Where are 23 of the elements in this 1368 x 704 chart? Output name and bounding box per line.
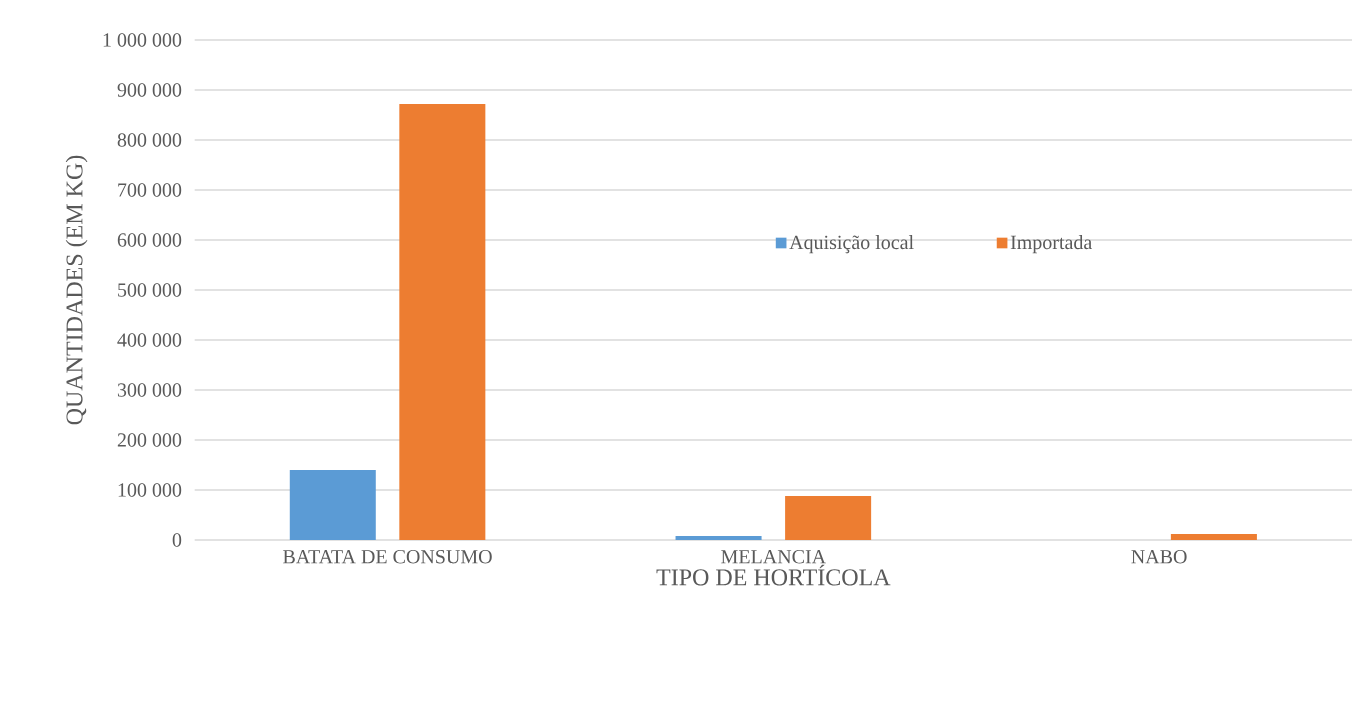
bar (675, 536, 762, 540)
y-axis-title: QUANTIDADES (EM KG) (65, 155, 88, 425)
y-tick-label: 100 000 (118, 483, 182, 497)
y-tick-label: 200 000 (117, 433, 182, 447)
x-tick-label: NABO (1131, 550, 1187, 564)
bar (785, 496, 872, 540)
y-tick-label: 600 000 (117, 233, 182, 247)
y-tick-label: 900 000 (117, 83, 182, 97)
legend-label: Importada (1010, 235, 1092, 254)
x-axis-title: TIPO DE HORTÍCOLA (656, 564, 891, 586)
x-tick-label: BATATA DE CONSUMO (283, 550, 492, 564)
y-tick-label: 0 (172, 533, 182, 547)
bar (1170, 534, 1257, 540)
y-tick-label: 700 000 (118, 183, 182, 197)
y-tick-label: 500 000 (118, 283, 182, 297)
legend-label: Aquisição local (789, 235, 914, 254)
x-tick-label: MELANCIA (721, 550, 826, 564)
bar (399, 104, 486, 540)
y-tick-label: 300 000 (117, 383, 182, 397)
y-tick-label: 1 000 000 (103, 33, 182, 47)
bar (289, 470, 376, 540)
y-tick-label: 800 000 (117, 133, 182, 147)
y-tick-label: 400 000 (117, 333, 182, 347)
